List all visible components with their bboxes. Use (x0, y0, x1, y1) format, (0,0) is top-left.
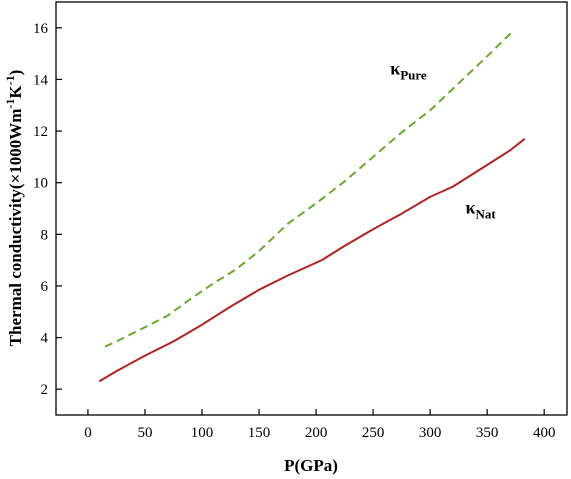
x-axis-ticks: 0 50 100 150 200 250 300 350 400 (84, 409, 555, 441)
series-labels: κPure κNat (390, 58, 496, 221)
y-axis-title-mid: K (6, 85, 25, 99)
series-label-nat: κNat (465, 198, 496, 222)
y-tick-label: 14 (33, 72, 49, 88)
y-axis-title-end: ) (6, 70, 25, 76)
y-tick-label: 12 (33, 124, 48, 140)
y-tick-label: 6 (41, 279, 49, 295)
y-axis-title-sup2: -1 (3, 75, 17, 85)
x-tick-label: 50 (137, 425, 152, 441)
y-tick-label: 4 (41, 331, 49, 347)
x-tick-label: 350 (476, 425, 499, 441)
y-axis-title-sup1: -1 (3, 99, 17, 109)
x-tick-label: 250 (362, 425, 385, 441)
x-tick-label: 150 (248, 425, 271, 441)
x-axis-title: P(GPa) (284, 456, 338, 475)
x-tick-label: 400 (533, 425, 556, 441)
y-axis-ticks: 2 4 6 8 10 12 14 16 (33, 21, 62, 398)
x-tick-label: 100 (191, 425, 214, 441)
series-line-nat (98, 138, 526, 383)
x-tick-label: 200 (305, 425, 328, 441)
series-line-pure (104, 30, 513, 348)
series-layer (98, 30, 526, 383)
x-tick-label: 0 (84, 425, 92, 441)
plot-frame (55, 1, 568, 416)
y-axis-title: Thermal conductivity(×1000Wm-1K-1) (3, 70, 25, 347)
y-tick-label: 8 (41, 227, 49, 243)
y-tick-label: 2 (41, 382, 49, 398)
y-tick-label: 16 (33, 21, 49, 37)
x-tick-label: 300 (419, 425, 442, 441)
y-tick-label: 10 (33, 176, 48, 192)
series-label-pure: κPure (390, 58, 427, 82)
y-axis-title-base: Thermal conductivity(×1000Wm (6, 109, 25, 347)
